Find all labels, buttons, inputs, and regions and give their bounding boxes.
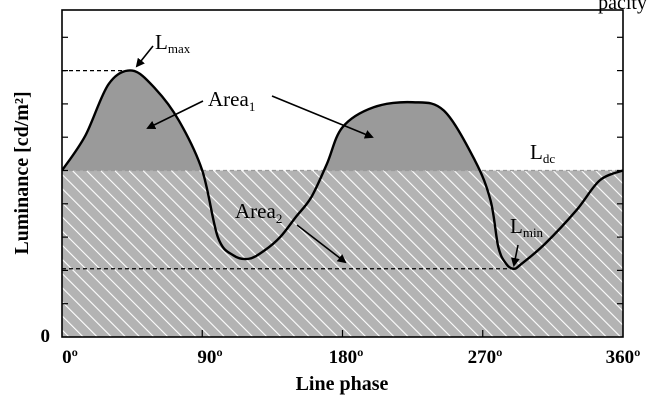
annotation-arrows	[135, 45, 520, 267]
l-min-arrow	[510, 244, 520, 267]
luminance-curve	[62, 69, 623, 270]
y-axis-title: Luminance [cd/m²]	[11, 91, 33, 254]
l-dc-label: Ldc	[530, 140, 555, 166]
reference-lines	[62, 69, 623, 270]
y-tick-label: 0	[41, 326, 51, 347]
axis-ticks	[62, 36, 623, 337]
area2-label: Area2	[235, 199, 282, 226]
hatched-fill-band	[62, 170, 623, 337]
area-above-dc-fill	[62, 70, 623, 171]
l-min-label: Lmin	[510, 214, 544, 240]
area2-arrow	[296, 224, 347, 264]
hatched-area-below-dc	[62, 170, 623, 337]
x-tick-label: 0º	[62, 347, 78, 368]
gray-area-above-dc	[62, 70, 623, 171]
area1-label: Area1	[208, 87, 255, 114]
area1-arrow-right	[271, 95, 374, 139]
x-axis-title: Line phase	[296, 373, 389, 395]
area1-arrow-left	[146, 100, 204, 129]
luminance-curve-layer	[62, 69, 623, 270]
x-tick-label: 90º	[197, 347, 222, 368]
x-tick-label: 360º	[606, 347, 641, 368]
x-tick-label: 270º	[468, 347, 503, 368]
l-max-arrow	[135, 45, 154, 68]
x-tick-label: 180º	[329, 347, 364, 368]
x-tick-labels: 0º 90º 180º 270º 360º	[62, 347, 640, 368]
l-max-label: Lmax	[155, 30, 191, 56]
